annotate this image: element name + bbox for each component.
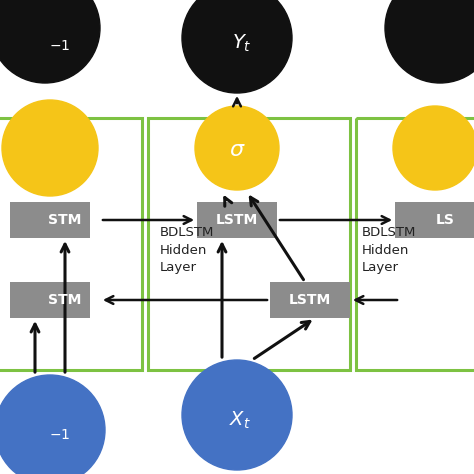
Circle shape xyxy=(0,375,105,474)
Text: $\mathit{X}_t$: $\mathit{X}_t$ xyxy=(229,410,251,431)
Bar xyxy=(356,118,474,370)
Text: LS: LS xyxy=(436,213,455,227)
Circle shape xyxy=(2,100,98,196)
Circle shape xyxy=(385,0,474,83)
Circle shape xyxy=(182,0,292,93)
Text: STM: STM xyxy=(48,213,82,227)
Circle shape xyxy=(0,0,100,83)
Bar xyxy=(10,202,90,238)
Text: $\mathit{-1}$: $\mathit{-1}$ xyxy=(49,39,71,53)
Circle shape xyxy=(182,360,292,470)
Text: BDLSTM
Hidden
Layer: BDLSTM Hidden Layer xyxy=(362,226,416,274)
Text: BDLSTM
Hidden
Layer: BDLSTM Hidden Layer xyxy=(160,226,214,274)
Bar xyxy=(148,118,350,370)
Bar xyxy=(395,202,474,238)
Text: $\mathit{Y}_t$: $\mathit{Y}_t$ xyxy=(232,32,252,54)
Circle shape xyxy=(393,106,474,190)
Circle shape xyxy=(195,106,279,190)
Text: LSTM: LSTM xyxy=(216,213,258,227)
Text: $\mathit{-1}$: $\mathit{-1}$ xyxy=(49,428,71,442)
Text: $\sigma$: $\sigma$ xyxy=(228,140,246,160)
Bar xyxy=(270,282,350,318)
Bar xyxy=(197,202,277,238)
Text: LSTM: LSTM xyxy=(289,293,331,307)
Bar xyxy=(0,118,142,370)
Text: STM: STM xyxy=(48,293,82,307)
Bar xyxy=(10,282,90,318)
